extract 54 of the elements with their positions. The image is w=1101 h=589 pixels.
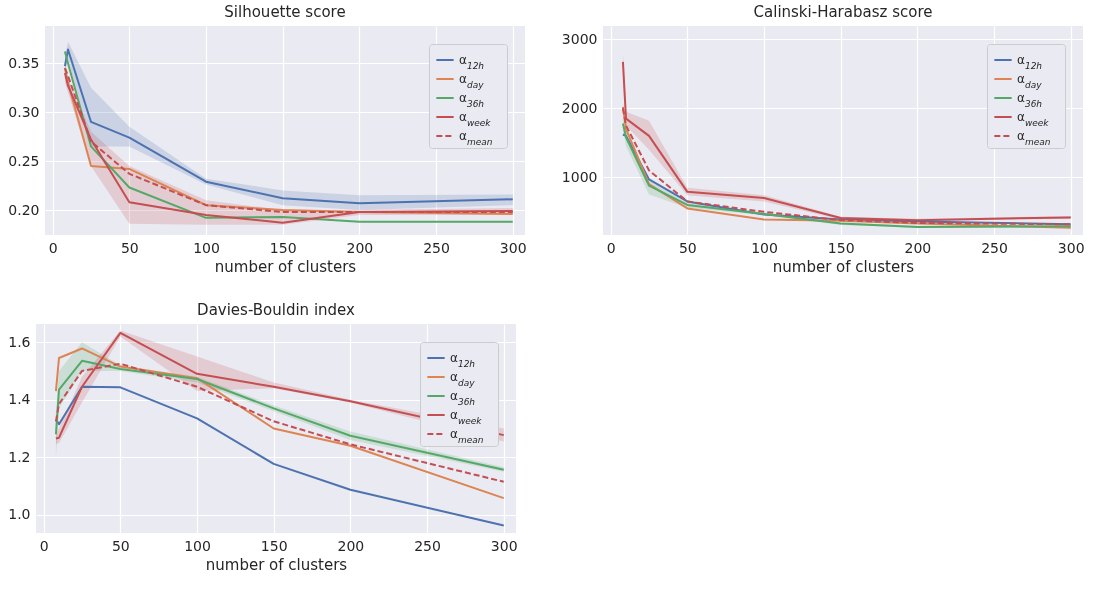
legend-label: α$_{mean}$	[1017, 129, 1051, 147]
x-tick-label: 0	[39, 537, 49, 554]
chart-title: Calinski-Harabasz score	[753, 3, 933, 21]
legend-label: α$_{12h}$	[450, 351, 476, 369]
x-tick-label: 300	[1057, 239, 1085, 256]
x-axis-title: number of clusters	[772, 257, 915, 276]
x-tick-label: 200	[337, 537, 365, 554]
legend-label: α$_{week}$	[1017, 110, 1050, 128]
legend-label: α$_{day}$	[450, 370, 476, 388]
y-tick-label: 2000	[561, 99, 598, 116]
x-tick-label: 250	[423, 239, 450, 256]
x-tick-label: 100	[184, 537, 211, 554]
line-series	[54, 347, 505, 500]
x-tick-label: 250	[981, 239, 1008, 256]
x-tick-label: 50	[111, 537, 130, 554]
x-tick-label: 250	[414, 537, 441, 554]
legend-label: α$_{mean}$	[450, 427, 484, 445]
x-tick-label: 0	[606, 239, 616, 256]
y-tick-label: 1.0	[8, 506, 31, 523]
x-tick-label: 150	[827, 239, 855, 256]
y-tick-label: 1.6	[8, 333, 31, 350]
y-tick-label: 1.2	[8, 448, 31, 465]
legend-label: α$_{36h}$	[450, 389, 476, 407]
y-tick-label: 0.20	[8, 201, 40, 218]
y-tick-label: 0.30	[8, 103, 40, 120]
y-tick-label: 3000	[561, 30, 598, 47]
legend-label: α$_{day}$	[459, 72, 485, 90]
legend-label: α$_{12h}$	[459, 53, 485, 71]
y-tick-label: 1.4	[8, 391, 31, 408]
legend-label: α$_{day}$	[1017, 72, 1043, 90]
x-tick-label: 50	[678, 239, 697, 256]
chart-title: Silhouette score	[224, 3, 346, 21]
x-tick-label: 200	[904, 239, 932, 256]
x-tick-label: 0	[48, 239, 58, 256]
x-tick-label: 300	[499, 239, 527, 256]
legend-label: α$_{12h}$	[1017, 53, 1043, 71]
x-tick-label: 300	[490, 537, 518, 554]
legend-label: α$_{36h}$	[1017, 91, 1043, 109]
x-tick-label: 100	[751, 239, 778, 256]
chart-title: Davies-Bouldin index	[197, 301, 356, 319]
x-tick-label: 100	[193, 239, 220, 256]
y-tick-label: 0.25	[8, 152, 40, 169]
legend-label: α$_{week}$	[450, 408, 483, 426]
x-tick-label: 200	[346, 239, 374, 256]
x-tick-label: 50	[120, 239, 139, 256]
x-axis-title: number of clusters	[205, 555, 348, 574]
x-tick-label: 150	[269, 239, 297, 256]
x-tick-label: 150	[260, 537, 288, 554]
x-axis-title: number of clusters	[214, 257, 357, 276]
y-tick-label: 1000	[561, 168, 598, 185]
y-tick-label: 0.35	[8, 54, 40, 71]
legend-label: α$_{week}$	[459, 110, 492, 128]
legend-label: α$_{mean}$	[459, 129, 493, 147]
legend-label: α$_{36h}$	[459, 91, 485, 109]
